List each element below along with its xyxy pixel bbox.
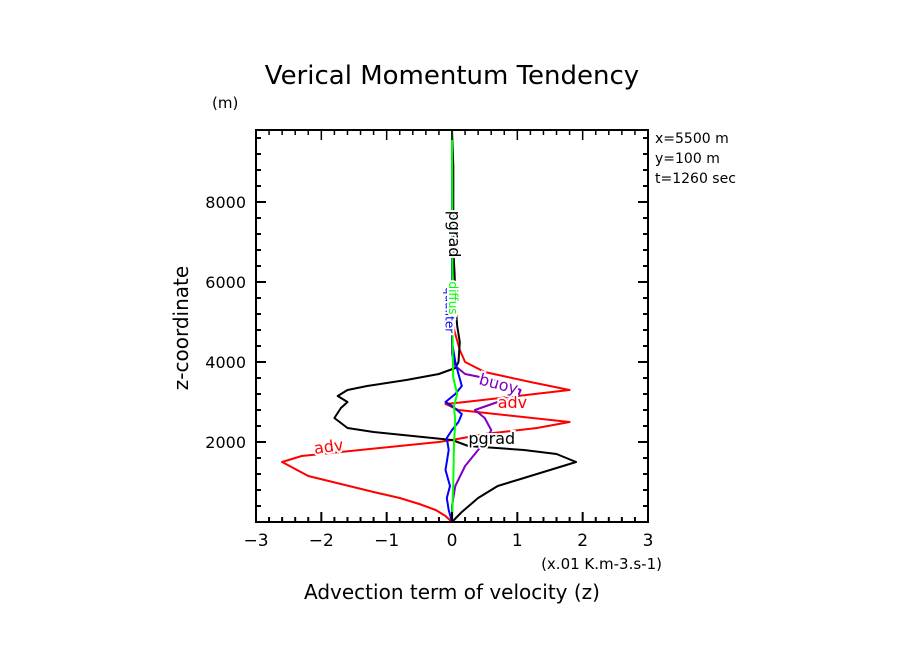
x-tick-label: −3	[243, 531, 268, 551]
series-label-bg: qualiter	[443, 287, 457, 333]
x-tick-label: 1	[512, 531, 523, 551]
axes-layer: −3 −2 −1 0 1 2 3 2000 4000 6000 8000	[205, 129, 654, 551]
series-label-layer: advadvadvadvpgradpgradpgradpgradbuoybuoy…	[311, 209, 529, 460]
y-axis-units: (m)	[212, 94, 238, 112]
series-label-bg: diffus	[446, 281, 460, 314]
x-axis-label: Advection term of velocity (z)	[304, 580, 600, 604]
series-line-pgrad	[333, 129, 578, 523]
y-axis-label: z-coordinate	[169, 266, 193, 390]
info-box: x=5500 m y=100 m t=1260 sec	[655, 131, 736, 187]
x-tick-label: −2	[309, 531, 334, 551]
y-tick-label: 2000	[205, 433, 246, 452]
y-tick-label: 8000	[205, 193, 246, 212]
chart-title: Verical Momentum Tendency	[265, 61, 639, 91]
series-line-adv	[281, 130, 571, 523]
series-line-buoy	[451, 130, 522, 522]
series-layer	[281, 129, 578, 523]
series-label-pgrad: pgrad	[468, 429, 515, 448]
y-tick-label: 4000	[205, 353, 246, 372]
x-axis-units: (x.01 K.m-3.s-1)	[541, 555, 662, 573]
info-line: y=100 m	[655, 151, 720, 167]
info-line: x=5500 m	[655, 131, 729, 147]
series-line-qualiter	[444, 130, 463, 523]
series-line-diffus	[451, 129, 459, 523]
series-label-adv: adv	[313, 435, 345, 458]
series-label-bg: pgrad	[445, 211, 464, 258]
series-label-adv: adv	[498, 393, 527, 412]
x-tick-label: −1	[374, 531, 399, 551]
y-tick-label: 6000	[205, 273, 246, 292]
x-tick-label: 3	[643, 531, 654, 551]
series-label-bg: pgrad	[468, 429, 515, 448]
x-tick-label: 0	[447, 531, 458, 551]
info-line: t=1260 sec	[655, 171, 736, 187]
series-label-qualiter: qualiter	[443, 287, 457, 333]
series-label-pgrad: pgrad	[445, 211, 464, 258]
series-label-bg: adv	[498, 393, 527, 412]
x-tick-label: 2	[577, 531, 588, 551]
series-label-diffus: diffus	[446, 281, 460, 314]
